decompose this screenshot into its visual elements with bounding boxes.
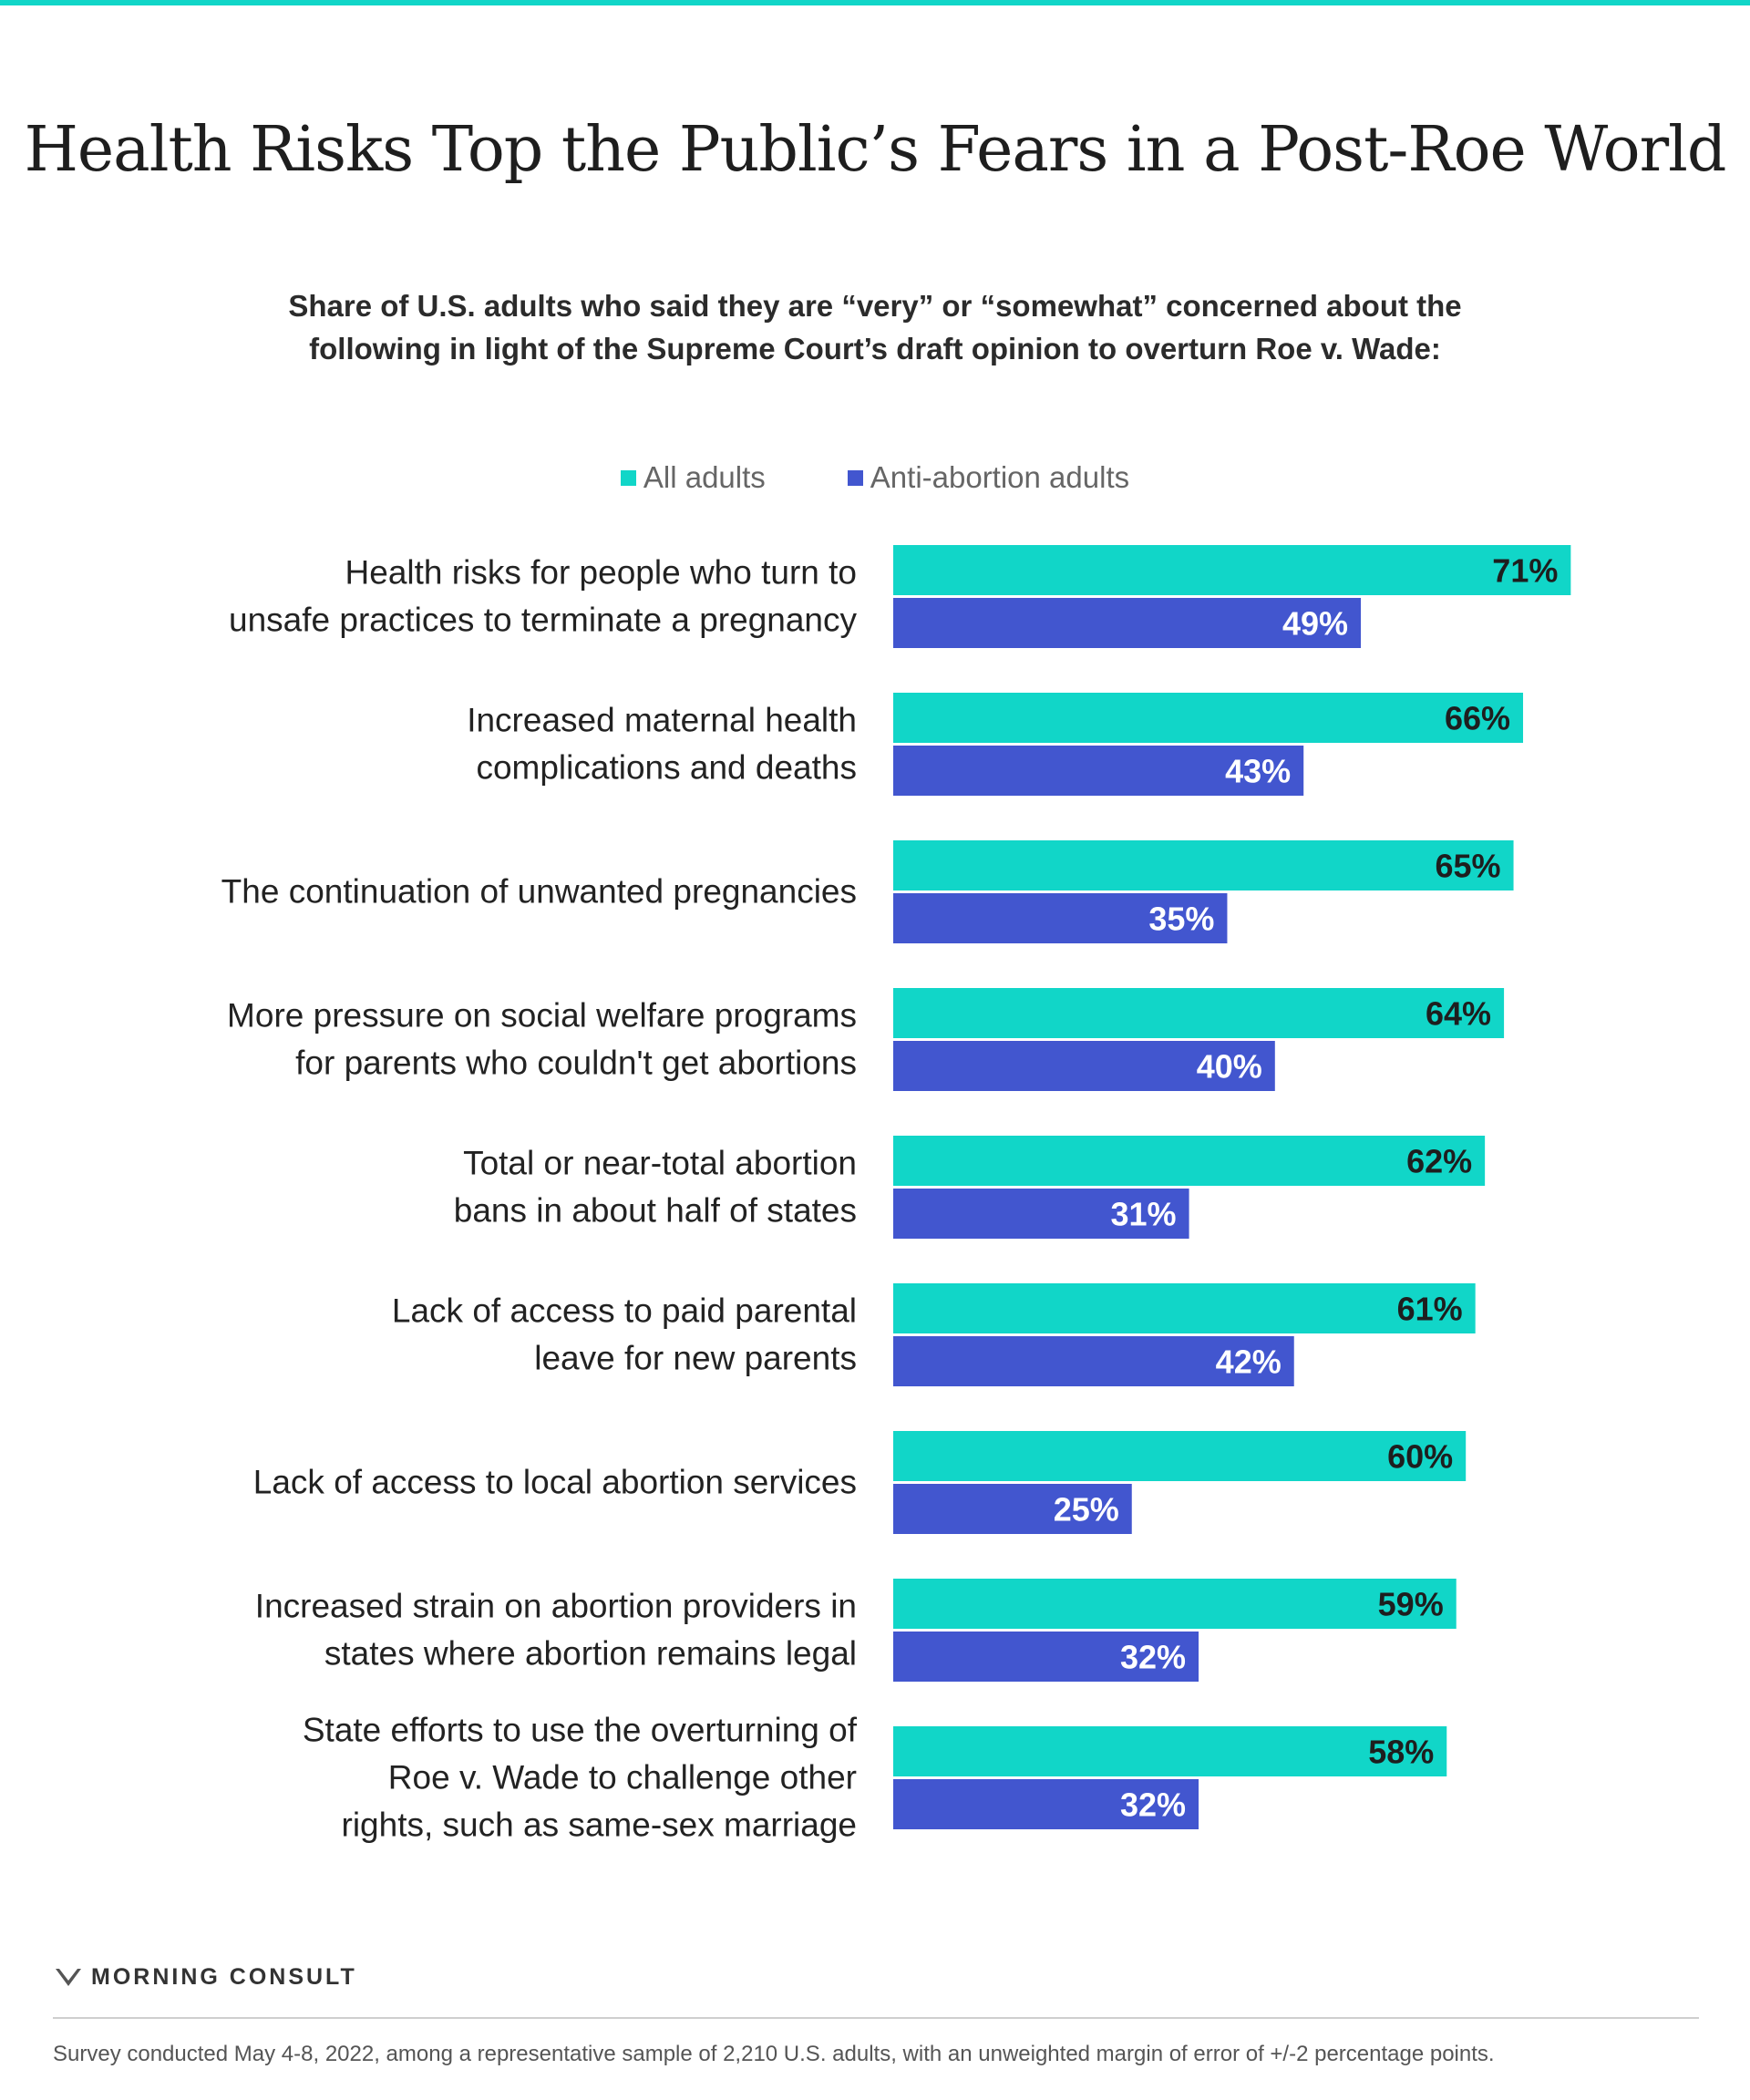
legend: All adults Anti-abortion adults	[0, 460, 1750, 495]
data-label: 66%	[1445, 700, 1510, 737]
footer-divider	[53, 2017, 1699, 2019]
category-label: rights, such as same-sex marriage	[342, 1807, 857, 1844]
data-label: 43%	[1225, 753, 1291, 790]
data-label: 35%	[1148, 901, 1214, 938]
bar-all-adults	[893, 1579, 1457, 1629]
bar-anti-abortion	[893, 1484, 1132, 1534]
category-label: Lack of access to local abortion service…	[253, 1464, 857, 1501]
bar-group: Increased maternal health complications a…	[467, 693, 1524, 796]
bar-group: Lack of access to local abortion service…	[253, 1431, 1467, 1534]
bar-group: More pressure on social welfare programs…	[227, 988, 1505, 1091]
data-label: 71%	[1492, 552, 1558, 590]
bar-group: The continuation of unwanted pregnancies…	[221, 840, 1514, 943]
bar-all-adults	[893, 545, 1571, 595]
category-label: Roe v. Wade to challenge other	[388, 1759, 857, 1796]
legend-label-anti-abortion: Anti-abortion adults	[870, 460, 1130, 494]
subtitle-line-1: Share of U.S. adults who said they are “…	[288, 289, 1462, 323]
brand-logo: MORNING CONSULT	[55, 1964, 357, 1991]
data-label: 42%	[1216, 1343, 1282, 1381]
bar-group: Increased strain on abortion providers i…	[255, 1579, 1457, 1682]
bar-all-adults	[893, 1726, 1447, 1776]
legend-swatch-anti-abortion	[847, 469, 863, 486]
data-label: 64%	[1426, 995, 1491, 1033]
category-label: complications and deaths	[476, 749, 857, 787]
bar-anti-abortion	[893, 1336, 1294, 1386]
bar-group: State efforts to use the overturning of R…	[303, 1712, 1447, 1844]
category-label: Increased strain on abortion providers i…	[255, 1588, 857, 1625]
category-label: states where abortion remains legal	[324, 1635, 857, 1673]
bar-anti-abortion	[893, 1041, 1275, 1091]
survey-footnote: Survey conducted May 4-8, 2022, among a …	[53, 2042, 1495, 2066]
morning-consult-m-icon	[56, 1968, 81, 1986]
category-label: unsafe practices to terminate a pregnanc…	[229, 602, 857, 639]
legend-item-all-adults: All adults	[620, 460, 766, 495]
category-label: Health risks for people who turn to	[345, 554, 857, 592]
data-label: 62%	[1406, 1143, 1472, 1180]
bar-group: Lack of access to paid parental leave for…	[392, 1283, 1476, 1386]
bar-all-adults	[893, 840, 1514, 890]
category-label: Increased maternal health	[467, 702, 857, 739]
bar-anti-abortion	[893, 1779, 1199, 1829]
bar-all-adults	[893, 1431, 1467, 1481]
bar-all-adults	[893, 693, 1524, 743]
category-label: bans in about half of states	[454, 1192, 857, 1230]
data-label: 65%	[1435, 848, 1500, 885]
subtitle-line-2: following in light of the Supreme Court’…	[309, 332, 1441, 365]
data-label: 49%	[1282, 605, 1348, 643]
bar-anti-abortion	[893, 598, 1362, 648]
category-label: leave for new parents	[534, 1340, 857, 1377]
data-label: 60%	[1387, 1438, 1453, 1476]
bar-anti-abortion	[893, 1632, 1199, 1682]
category-label: More pressure on social welfare programs	[227, 997, 857, 1035]
category-label: State efforts to use the overturning of	[303, 1712, 858, 1749]
bar-anti-abortion	[893, 1189, 1189, 1239]
data-label: 32%	[1120, 1639, 1186, 1676]
bar-all-adults	[893, 1283, 1476, 1333]
bar-chart: Health risks for people who turn to unsaf…	[221, 545, 1571, 1844]
data-label: 61%	[1397, 1291, 1463, 1328]
chart-subtitle: Share of U.S. adults who said they are “…	[146, 284, 1604, 370]
chart-title: Health Risks Top the Public’s Fears in a…	[24, 114, 1727, 186]
data-label: 40%	[1197, 1048, 1262, 1086]
legend-swatch-all-adults	[620, 469, 636, 486]
bar-all-adults	[893, 1136, 1486, 1186]
top-accent-rule	[0, 0, 1750, 5]
data-label: 58%	[1368, 1734, 1434, 1771]
legend-item-anti-abortion: Anti-abortion adults	[847, 460, 1130, 495]
bar-anti-abortion	[893, 893, 1228, 943]
data-label: 32%	[1120, 1786, 1186, 1824]
data-label: 25%	[1054, 1491, 1119, 1529]
bar-all-adults	[893, 988, 1505, 1038]
category-label: Total or near-total abortion	[463, 1145, 857, 1182]
legend-label-all-adults: All adults	[643, 460, 766, 494]
brand-name: MORNING CONSULT	[91, 1964, 357, 1990]
category-label: Lack of access to paid parental	[392, 1292, 857, 1330]
bar-group: Total or near-total abortion bans in abou…	[454, 1136, 1486, 1239]
data-label: 31%	[1111, 1196, 1177, 1233]
category-label: for parents who couldn't get abortions	[295, 1045, 857, 1082]
data-label: 59%	[1378, 1586, 1444, 1623]
bar-group: Health risks for people who turn to unsaf…	[229, 545, 1571, 648]
category-label: The continuation of unwanted pregnancies	[221, 873, 857, 911]
bar-anti-abortion	[893, 746, 1304, 796]
